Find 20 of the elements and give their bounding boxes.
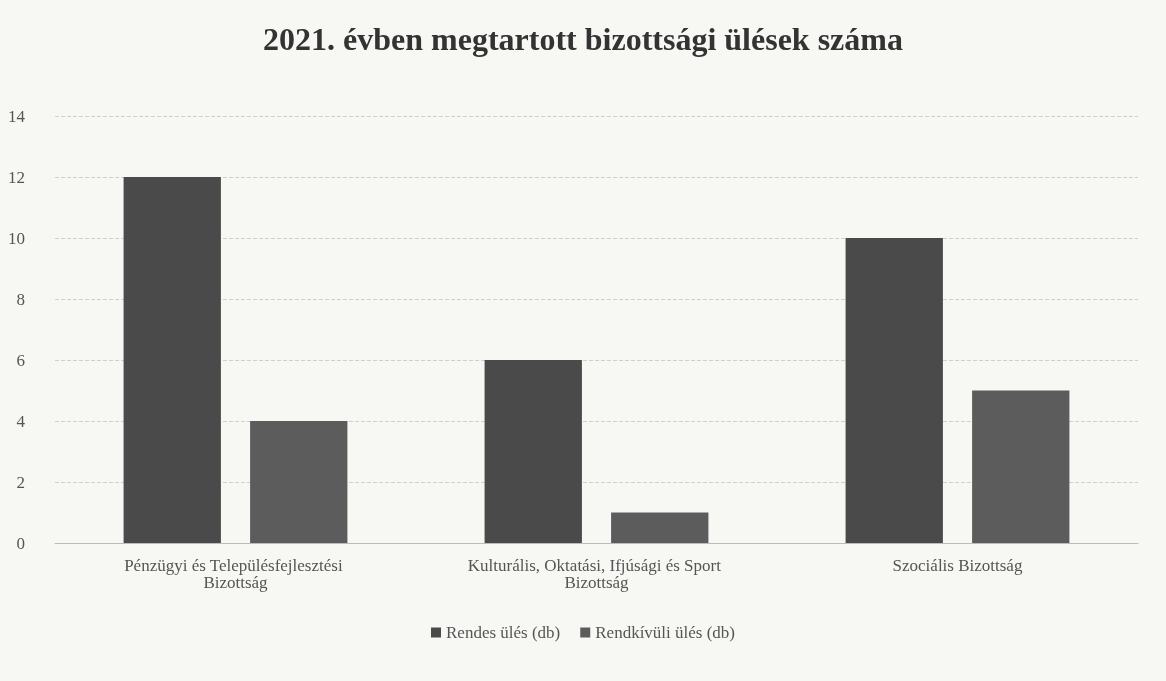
y-tick-label: 10 (8, 228, 25, 248)
y-tick-label: 2 (16, 472, 25, 492)
y-tick-label: 14 (8, 106, 26, 126)
legend-label: Rendes ülés (db) (445, 623, 561, 642)
x-tick-label: Pénzügyi és Településfejlesztési Bizottság (124, 556, 347, 592)
y-tick-label: 4 (16, 411, 26, 431)
legend-label: Rendkívüli ülés (db) (595, 623, 736, 642)
bar (611, 512, 709, 543)
chart-title: 2021. évben megtartott bizottsági ülések száma (263, 21, 903, 57)
y-tick-label: 12 (8, 167, 25, 187)
bar (123, 177, 221, 543)
x-tick-label: Szociális Bizottság (892, 556, 1023, 575)
bar (250, 421, 348, 543)
y-tick-label: 8 (16, 289, 25, 309)
x-tick-label: Kulturális, Oktatási, Ifjúsági és Sport Bizottság (467, 556, 726, 592)
bar (484, 360, 582, 543)
bar (972, 390, 1070, 543)
y-tick-label: 0 (16, 533, 25, 553)
bar (845, 238, 943, 543)
y-tick-label: 6 (16, 350, 25, 370)
